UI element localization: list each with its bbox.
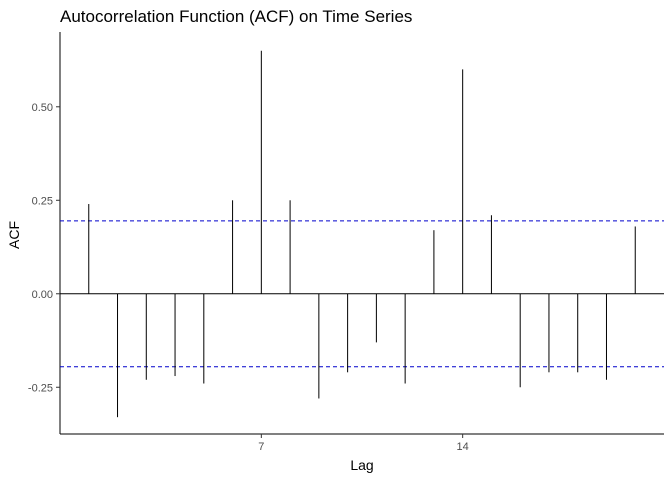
y-tick-label: 0.25 <box>32 195 53 207</box>
chart-title: Autocorrelation Function (ACF) on Time S… <box>60 7 412 26</box>
y-tick-label: -0.25 <box>28 382 53 394</box>
plot-area: -0.25 0.00 0.25 0.50 7 14 <box>28 32 664 453</box>
x-axis-title: Lag <box>350 457 373 473</box>
x-tick-label: 14 <box>457 441 469 453</box>
y-tick-label: 0.00 <box>32 289 53 301</box>
y-tick-label: 0.50 <box>32 102 53 114</box>
y-axis-title: ACF <box>6 221 22 249</box>
x-tick-label: 7 <box>258 441 264 453</box>
